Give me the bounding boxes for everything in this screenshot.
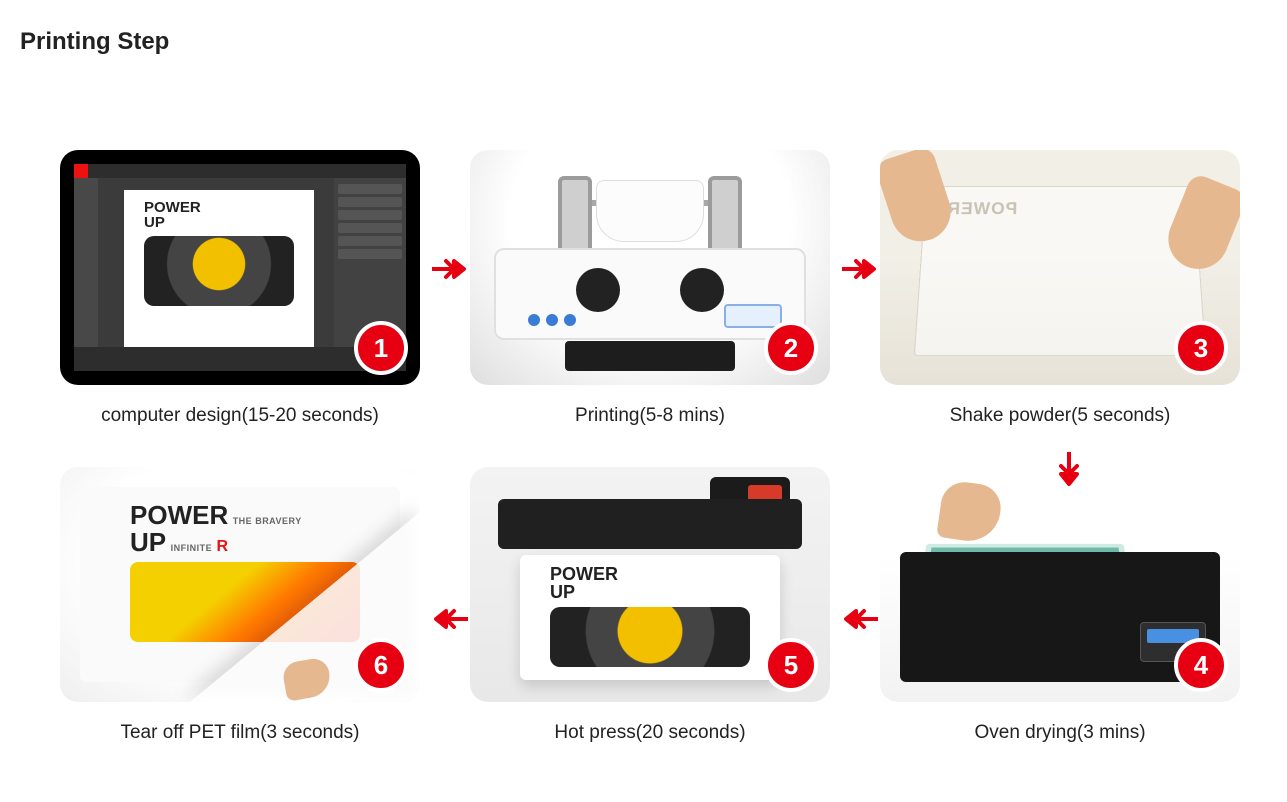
step-2-image: 2: [470, 150, 830, 385]
step-3: POWER 3 Shake powder(5 seconds): [880, 150, 1240, 427]
flow-arrow-right-icon: [432, 258, 466, 280]
faint-print-text: POWER: [946, 200, 1018, 219]
design-text-line2: UP: [550, 583, 750, 601]
flow-arrow-left-icon: [844, 608, 878, 630]
step-5: POWER UP 5 Hot press(20 seconds): [470, 467, 830, 744]
step-2: 2 Printing(5-8 mins): [470, 150, 830, 427]
step-badge-4: 4: [1174, 638, 1228, 692]
flow-arrow-down-icon: [1058, 452, 1080, 486]
step-3-caption: Shake powder(5 seconds): [950, 405, 1171, 427]
step-6-image: POWER THE BRAVERY UP INFINITE R 6: [60, 467, 420, 702]
flow-arrow-left-icon: [434, 608, 468, 630]
steps-grid: POWER UP 1 computer design(15-20 seconds…: [60, 150, 1240, 744]
design-text-line2: UP: [144, 215, 294, 230]
step-1: POWER UP 1 computer design(15-20 seconds…: [60, 150, 420, 427]
step-4-caption: Oven drying(3 mins): [974, 722, 1145, 744]
step-1-image: POWER UP 1: [60, 150, 420, 385]
step-4: 4 Oven drying(3 mins): [880, 467, 1240, 744]
step-1-caption: computer design(15-20 seconds): [101, 405, 379, 427]
step-6-caption: Tear off PET film(3 seconds): [120, 722, 359, 744]
design-text-line1: POWER: [144, 200, 294, 215]
step-badge-2: 2: [764, 321, 818, 375]
step-badge-5: 5: [764, 638, 818, 692]
step-badge-1: 1: [354, 321, 408, 375]
step-badge-6: 6: [354, 638, 408, 692]
step-3-image: POWER 3: [880, 150, 1240, 385]
step-badge-3: 3: [1174, 321, 1228, 375]
page-title: Printing Step: [20, 28, 169, 56]
design-text-line1: POWER: [550, 565, 750, 583]
flow-arrow-right-icon: [842, 258, 876, 280]
step-5-caption: Hot press(20 seconds): [554, 722, 745, 744]
step-4-image: 4: [880, 467, 1240, 702]
design-text-line2: UP: [130, 527, 166, 557]
step-5-image: POWER UP 5: [470, 467, 830, 702]
step-6: POWER THE BRAVERY UP INFINITE R 6 Tear o…: [60, 467, 420, 744]
step-2-caption: Printing(5-8 mins): [575, 405, 725, 427]
